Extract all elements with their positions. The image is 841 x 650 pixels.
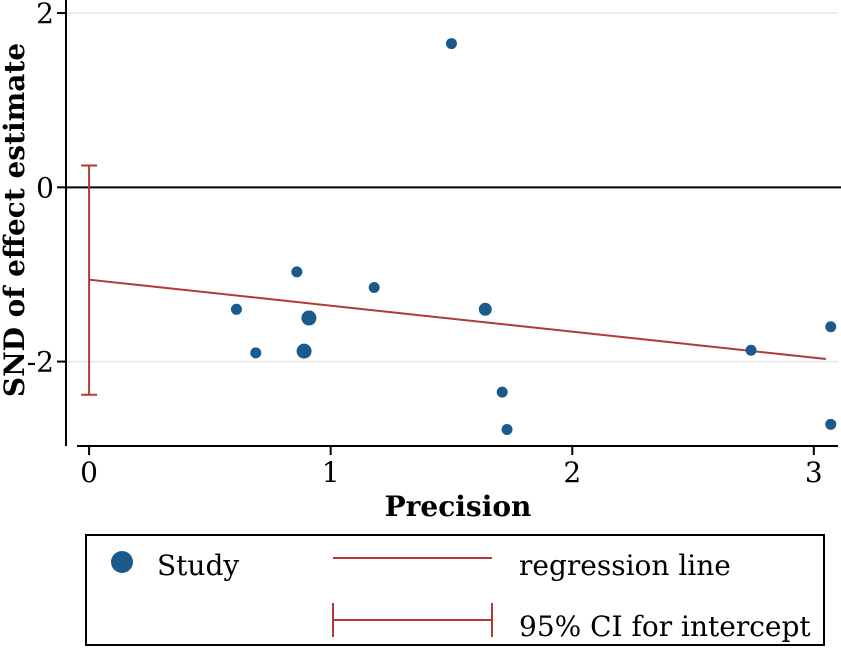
x-tick-label: 1 xyxy=(322,456,340,489)
axes-layer: -2 0 2 0 1 2 3 xyxy=(27,0,838,489)
study-point xyxy=(501,424,513,436)
study-point xyxy=(478,302,492,316)
series-layer xyxy=(81,38,837,436)
x-tick-label: 3 xyxy=(805,456,823,489)
study-point xyxy=(301,310,317,326)
legend-regression-label: regression line xyxy=(519,549,731,582)
regression-line xyxy=(88,278,827,360)
legend-items: Study regression line 95% CI for intercept xyxy=(111,549,811,643)
legend-study-label: Study xyxy=(157,549,239,582)
x-tick-label: 0 xyxy=(80,456,98,489)
study-point xyxy=(496,386,508,398)
legend-ci-label: 95% CI for intercept xyxy=(519,610,811,643)
x-axis-title: Precision xyxy=(385,490,532,523)
study-point xyxy=(825,418,837,430)
study-point xyxy=(825,321,837,333)
study-point xyxy=(445,38,457,50)
y-axis-title: SND of effect estimate xyxy=(0,43,31,397)
study-point xyxy=(230,303,242,315)
y-tick-label: 0 xyxy=(36,171,54,204)
study-point xyxy=(745,344,757,356)
y-tick-label: 2 xyxy=(36,0,54,30)
study-point xyxy=(250,347,262,359)
grid-layer xyxy=(66,12,838,363)
legend-study-marker xyxy=(111,551,133,573)
study-point xyxy=(291,266,303,278)
intercept-ci-errorbar xyxy=(81,164,98,396)
study-point xyxy=(368,282,380,294)
y-tick-label: -2 xyxy=(27,346,54,379)
study-point xyxy=(296,343,312,359)
x-tick-label: 2 xyxy=(563,456,581,489)
legend-box xyxy=(85,534,825,646)
legend: Study regression line 95% CI for intercept xyxy=(85,534,825,646)
